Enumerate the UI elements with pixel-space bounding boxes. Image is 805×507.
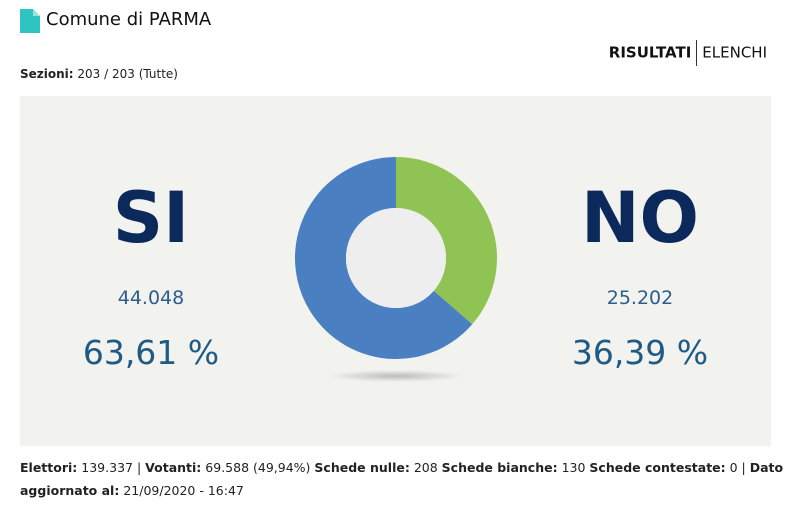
donut-slice [294,157,473,359]
doc-icon [20,9,40,33]
footer-label: Dato aggiornato al: [20,460,784,498]
percent: 36,39 % [572,333,708,372]
nav-tab[interactable]: RISULTATI [608,43,692,62]
vote-count: 44.048 [118,287,184,309]
footer-value: 130 [561,460,586,475]
nav-tab[interactable]: ELENCHI [702,43,767,62]
footer-value: 69.588 (49,94%) [205,460,311,475]
footer-value: 208 [413,460,438,475]
footer-label: Schede nulle: [314,460,410,475]
label: Sezioni: [20,67,74,81]
shadow [328,370,464,382]
footer-label: Schede bianche: [441,460,558,475]
footer-label: Schede contestate: [589,460,726,475]
option-label: SI [113,177,189,259]
page-title: Comune di PARMA [46,9,212,30]
footer-value: 0 | [729,460,746,475]
value: 203 / 203 (Tutte) [77,67,178,81]
results-panel: SI 44.048 63,61 % NO 25.202 36,39 % [20,96,771,446]
donut-hole [346,208,446,308]
footer: Elettori: 139.337 | Votanti: 69.588 (49,… [20,456,785,502]
footer-value: 21/09/2020 - 16:47 [123,483,244,498]
vote-count: 25.202 [607,287,673,309]
nav: RISULTATI ELENCHI [609,40,767,66]
option-label: NO [581,177,699,259]
footer-value: 139.337 | [81,460,142,475]
donut-slice [396,157,497,325]
footer-label: Elettori: [20,460,78,475]
percent: 63,61 % [83,333,219,372]
sections: Sezioni: 203 / 203 (Tutte) [20,67,178,81]
footer-label: Votanti: [145,460,202,475]
